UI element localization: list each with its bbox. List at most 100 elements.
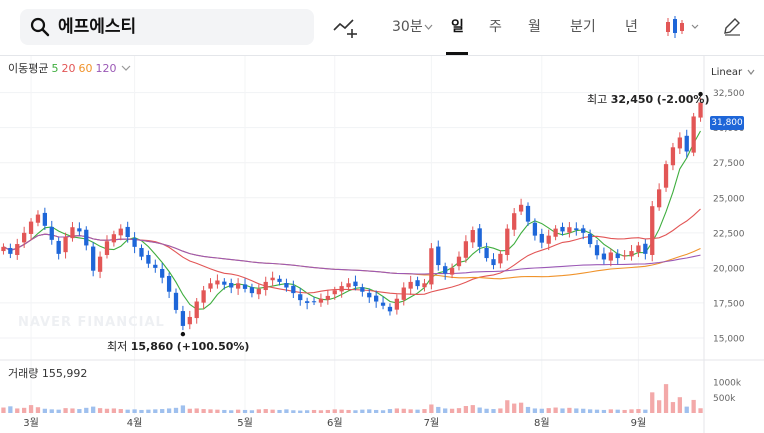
volume-bar [380,410,386,413]
candle-body [291,285,296,294]
moving-average-legend[interactable]: 이동평균 5 20 60 120 [8,62,131,76]
volume-bar [222,409,227,413]
candle-body [160,268,165,278]
volume-bar [691,399,696,413]
candle-body [84,229,89,246]
volume-bar [28,405,34,413]
volume-bar [422,409,427,413]
ma20-label[interactable]: 20 [61,62,76,75]
chevron-down-icon[interactable] [747,69,755,75]
volume-bar [291,410,296,413]
month-tick-label: 4월 [127,417,143,429]
volume-bar [97,408,103,413]
candle-body [525,205,531,222]
tab-year[interactable]: 년 [625,19,638,35]
interval-30m-label: 30분 [392,19,423,35]
tab-month[interactable]: 월 [528,19,541,35]
chart-type-dropdown[interactable] [664,14,700,40]
candle-body [560,226,565,232]
volume-bar [629,409,634,413]
volume-bar [643,409,648,413]
candle-body [235,283,241,289]
low-change: (+100.50%) [176,340,250,353]
volume-bar [698,408,703,413]
volume-bar [581,408,586,413]
volume-bar [477,407,482,413]
candle-body [615,253,620,259]
price-tick-label: 20,000 [713,264,745,274]
search-icon[interactable] [30,17,50,37]
chevron-down-icon[interactable] [424,24,433,30]
candle-body [298,294,303,301]
tab-week[interactable]: 주 [489,19,502,35]
candle-body [539,233,544,243]
candlestick-series[interactable] [1,98,703,331]
candle-body [429,248,434,285]
chevron-down-icon[interactable] [121,64,131,72]
stock-search-input[interactable]: 에프에스티 [58,17,137,37]
candle-body [63,237,68,253]
volume-bar [505,400,510,413]
volume-bar [436,406,441,413]
volume-bar [153,409,158,413]
volume-bars[interactable] [1,384,703,413]
candle-body [670,147,676,166]
tab-day[interactable]: 일 [451,19,464,35]
candle-body [318,298,324,303]
high-low-markers [180,91,703,337]
volume-bar [49,409,54,413]
candle-body [360,287,365,292]
month-tick-label: 6월 [327,417,343,429]
volume-bar [574,408,579,413]
volume-bar [284,409,289,413]
volume-bar [56,409,61,413]
tab-day-indicator [446,52,468,55]
candle-type-icon [666,16,684,38]
candle-body [229,283,234,288]
ma60-label[interactable]: 60 [78,62,93,75]
scale-type-selector[interactable]: Linear [711,67,755,78]
volume-bar [263,409,268,413]
candle-body [608,252,613,261]
candle-body [111,234,117,243]
price-tick-label: 17,500 [713,299,745,309]
volume-bar [180,405,186,413]
month-gridlines [30,56,639,415]
low-marker [180,331,186,337]
volume-bar [443,408,448,413]
ma5-label[interactable]: 5 [51,62,59,75]
candle-body [242,284,248,289]
volume-bar [235,409,241,413]
volume-bar [194,408,199,413]
tab-quarter[interactable]: 분기 [570,19,596,35]
draw-pencil-icon[interactable] [722,16,742,36]
candle-body [256,288,261,295]
candle-body [42,212,48,226]
volume-bar [77,409,82,413]
volume-bar [615,409,620,413]
candle-body [477,228,482,247]
volume-bar [415,409,420,413]
ma120-label[interactable]: 120 [95,62,117,75]
volume-bar [587,409,593,413]
stock-search-box[interactable]: 에프에스티 [20,9,314,45]
interval-30m-dropdown[interactable]: 30분 [392,17,423,37]
volume-bar [15,408,20,413]
candle-body [650,206,655,255]
candle-body [304,301,310,303]
candle-body [346,283,351,288]
candle-body [180,311,186,326]
candle-body [636,245,641,253]
candle-body [553,228,558,237]
candle-body [77,228,82,232]
volume-bar [374,409,379,413]
candle-body [311,301,317,303]
indicator-add-icon[interactable] [333,16,359,38]
price-chart[interactable]: 32,50030,00027,50025,00022,50020,00017,5… [0,56,764,433]
volume-tick-label: 500k [713,394,736,404]
volume-label: 거래량 [8,367,39,380]
candle-body [380,302,386,306]
candle-body [132,238,137,247]
volume-bar [560,408,565,413]
